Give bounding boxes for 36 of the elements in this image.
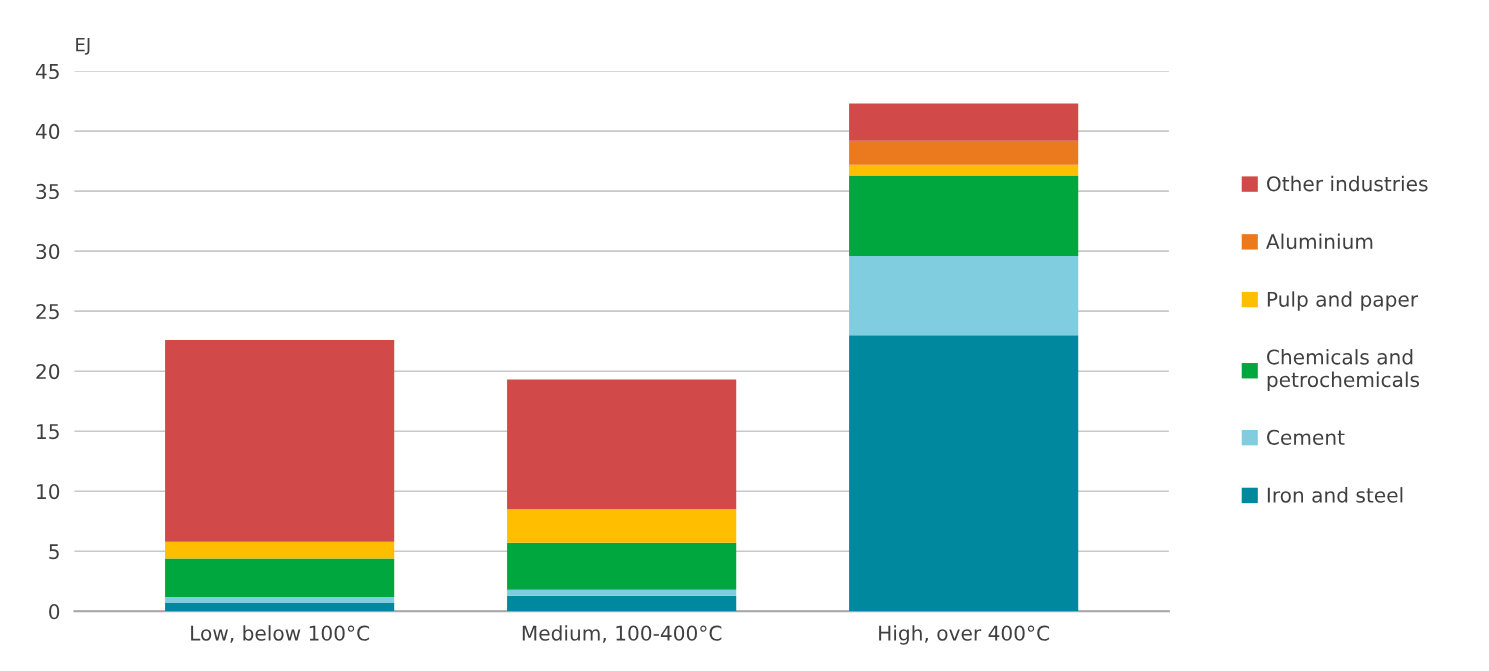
y-tick-label: 40 — [35, 123, 60, 140]
y-tick-label: 0 — [49, 603, 60, 620]
x-tick-label: High, over 400°C — [879, 625, 1050, 645]
bar — [849, 140, 1079, 165]
y-tick-label: 45 — [35, 64, 59, 80]
bar — [507, 509, 737, 543]
legend-label: Other industries — [1267, 175, 1428, 192]
x-tick-label: Medium, 100-400°C — [522, 625, 722, 643]
y-tick-label: 25 — [36, 303, 59, 320]
bar — [507, 542, 737, 590]
y-axis-title: EJ — [76, 38, 90, 55]
bar — [165, 602, 395, 612]
legend-label: Iron and steel — [1267, 487, 1403, 503]
legend-label: Cement — [1267, 429, 1345, 445]
bar — [507, 589, 737, 596]
legend-label: Aluminium — [1266, 233, 1373, 250]
legend-label: Pulp and paper — [1267, 291, 1419, 311]
bar — [165, 541, 395, 559]
bar — [849, 175, 1079, 256]
bar — [849, 164, 1079, 176]
bar — [849, 335, 1079, 612]
bar — [507, 595, 737, 612]
bar — [165, 340, 395, 542]
bar — [849, 255, 1079, 336]
bar — [165, 596, 395, 603]
bar — [849, 103, 1079, 141]
legend-label: Chemicals and petrochemicals — [1267, 349, 1420, 392]
y-tick-label: 20 — [36, 363, 60, 380]
bar — [507, 379, 737, 510]
y-tick-label: 15 — [37, 424, 59, 440]
y-tick-label: 5 — [49, 544, 59, 560]
y-tick-label: 10 — [37, 483, 60, 500]
bar — [165, 558, 395, 597]
y-tick-label: 30 — [36, 243, 60, 260]
y-tick-label: 35 — [36, 183, 59, 200]
x-tick-label: Low, below 100°C — [191, 625, 370, 643]
